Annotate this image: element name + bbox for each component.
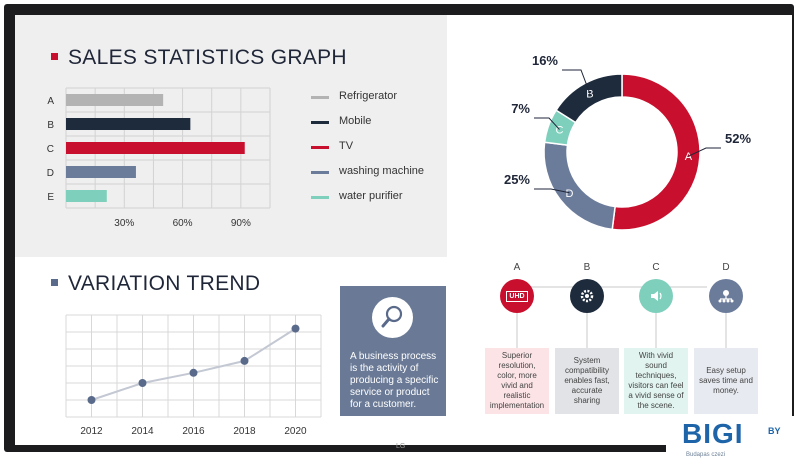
trend-tick-label: 2012 <box>80 426 103 437</box>
bar-d <box>66 166 136 178</box>
legend-label: washing machine <box>339 165 424 177</box>
donut-leader-line <box>534 117 560 130</box>
bar-category-label: B <box>47 120 54 131</box>
bar-e <box>66 190 107 202</box>
donut-slice-b <box>555 73 623 124</box>
legend-swatch-water-purifier <box>311 196 329 199</box>
feature-card-sound: With vivid sound techniques, visitors ca… <box>624 348 688 414</box>
trend-point <box>291 324 300 333</box>
legend-label: TV <box>339 140 354 152</box>
sales-section-title: SALES STATISTICS GRAPH <box>51 46 347 70</box>
network-icon <box>709 279 743 313</box>
variation-trend-chart: 2012 2014 2016 2018 2020 <box>65 314 322 437</box>
donut-leader-line <box>688 147 721 157</box>
trend-tick-label: 2016 <box>182 426 205 437</box>
trend-tick-label: 2018 <box>233 426 256 437</box>
donut-leader-line <box>562 69 591 94</box>
feature-card-resolution: Superior resolution, color, more vivid a… <box>485 348 549 414</box>
magnifier-icon <box>372 297 413 338</box>
bar-tick-label: 30% <box>114 218 134 229</box>
trend-point <box>87 396 96 404</box>
bar-b <box>66 118 191 130</box>
brand-tagline: Budapas czezi <box>686 452 726 458</box>
bar-category-label: E <box>47 192 54 203</box>
bar-tick-label: 90% <box>231 218 251 229</box>
sales-title-text: SALES STATISTICS GRAPH <box>68 46 347 69</box>
donut-slice-letter: B <box>586 89 593 101</box>
bar-c <box>66 142 245 154</box>
brand-watermark: BIGI BY Budapas czezi <box>666 416 800 461</box>
feature-card-compatibility: System compatibility enables fast, accur… <box>555 348 619 414</box>
title-bullet <box>51 52 58 60</box>
uhd-icon: UHD <box>500 279 534 313</box>
donut-slice-a <box>611 73 701 231</box>
legend-swatch-washing-machine <box>311 171 329 174</box>
donut-slice-letter: D <box>565 188 573 200</box>
trend-point <box>240 356 249 365</box>
bar-a <box>66 94 164 106</box>
business-process-text: A business process is the activity of pr… <box>350 351 439 410</box>
uhd-badge-text: UHD <box>506 290 528 302</box>
trend-title-text: VARIATION TREND <box>68 272 261 295</box>
business-process-card: A business process is the activity of pr… <box>340 286 446 416</box>
feature-letter-d: D <box>722 262 730 273</box>
legend-label: Mobile <box>339 115 372 127</box>
donut-leader-line <box>534 188 570 194</box>
donut-value-label: 16% <box>532 53 558 68</box>
brand-suffix: BY <box>768 426 781 436</box>
feature-card-text: System compatibility enables fast, accur… <box>564 356 610 405</box>
sales-bar-chart: A B C D E 30% 60% 90% <box>47 87 271 229</box>
legend-swatch-refrigerator <box>311 96 329 99</box>
trend-tick-label: 2020 <box>284 426 307 437</box>
trend-point <box>189 368 198 377</box>
donut-value-label: 7% <box>511 101 530 116</box>
monitor-screen: SALES STATISTICS GRAPH A B C D E 30% 60% 90% Re… <box>15 15 792 445</box>
title-bullet <box>51 278 58 286</box>
feature-card-setup: Easy setup saves time and money. <box>694 348 758 414</box>
feature-card-text: Superior resolution, color, more vivid a… <box>489 351 545 410</box>
bar-category-label: C <box>47 144 54 155</box>
gear-icon <box>570 279 604 313</box>
feature-letter-b: B <box>583 262 591 273</box>
feature-card-text: With vivid sound techniques, visitors ca… <box>628 351 684 410</box>
bar-tick-label: 60% <box>173 218 193 229</box>
donut-value-label: 25% <box>504 172 530 187</box>
share-donut-chart: A 52% D 25% C 7% B 16% <box>504 53 751 231</box>
legend-label: water purifier <box>339 190 403 202</box>
bezel-logo: LG <box>396 443 406 450</box>
feature-letter-a: A <box>513 262 521 273</box>
legend-label: Refrigerator <box>339 90 398 102</box>
trend-section-title: VARIATION TREND <box>51 272 260 296</box>
speaker-icon <box>639 279 673 313</box>
donut-slice-letter: A <box>685 151 693 163</box>
bar-category-label: A <box>47 96 54 107</box>
monitor-bezel: SALES STATISTICS GRAPH A B C D E 30% 60% 90% Re… <box>4 4 794 452</box>
legend-swatch-tv <box>311 146 329 149</box>
trend-point <box>138 379 147 387</box>
brand-name: BIGI <box>682 418 744 449</box>
feature-letter-c: C <box>652 262 660 273</box>
trend-tick-label: 2014 <box>131 426 154 437</box>
feature-connectors <box>507 286 727 348</box>
feature-card-text: Easy setup saves time and money. <box>699 366 753 395</box>
donut-slice-letter: C <box>555 124 563 136</box>
legend-swatch-mobile <box>311 121 329 124</box>
donut-value-label: 52% <box>725 131 751 146</box>
bar-category-label: D <box>47 168 54 179</box>
